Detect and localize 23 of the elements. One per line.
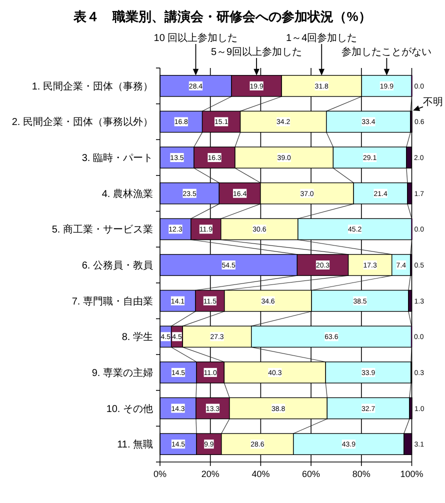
x-tick-label: 40% [252,469,270,479]
y-tick-label: 11. 無職 [117,438,153,451]
y-tick-label: 3. 臨時・パート [82,152,153,164]
y-tick-label: 5. 商工業・サービス業 [52,224,153,236]
x-tick-label: 20% [201,469,220,479]
y-tick-label: 9. 専業の主婦 [92,366,153,379]
text: 10 回以上参加した [154,33,238,44]
text: 参加したことがない [342,47,432,58]
x-tick-label: 100% [400,469,424,479]
y-tick-label: 4. 農林漁業 [102,188,153,200]
y-tick-label: 2. 民間企業・団体（事務以外） [12,116,153,128]
chart-title: 表４ 職業別、講演会・研修会への参加状況（%） [72,9,372,24]
text: 1～4回参加した [286,33,358,44]
y-tick-label: 10. その他 [106,402,153,415]
x-tick-label: 0% [153,469,167,479]
y-tick-label: 7. 専門職・自由業 [72,295,153,308]
text: 5～9回以上参加した [210,47,302,58]
y-tick-label: 1. 民間企業・団体（事務） [32,80,153,92]
x-tick-label: 60% [302,469,320,479]
y-tick-label: 6. 公務員・教員 [82,260,153,272]
y-tick-label: 8. 学生 [122,331,153,344]
x-tick-label: 80% [352,469,370,479]
legend-label: 不明 [423,96,443,108]
